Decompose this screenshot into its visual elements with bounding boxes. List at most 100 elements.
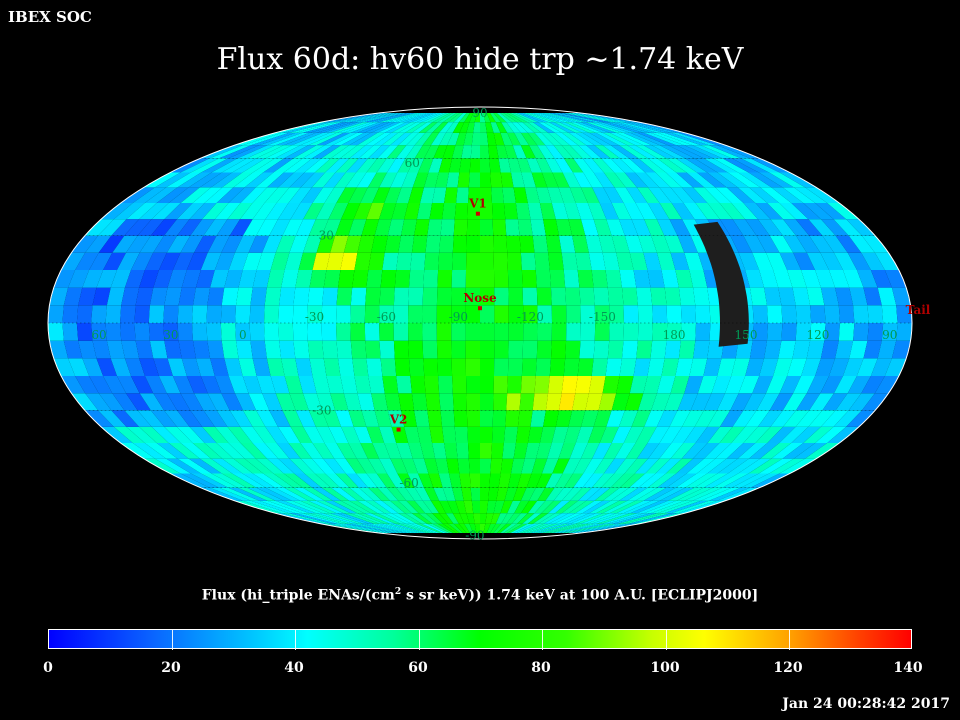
flux-pixel (372, 187, 391, 203)
flux-pixel (563, 426, 581, 443)
flux-pixel (513, 113, 539, 123)
flux-pixel (374, 523, 417, 533)
flux-pixel (365, 340, 381, 359)
flux-pixel (517, 122, 535, 133)
flux-pixel (124, 270, 145, 288)
flux-pixel (575, 203, 594, 220)
flux-pixel (214, 252, 235, 270)
flux-pixel (177, 323, 193, 341)
flux-pixel (614, 172, 637, 188)
flux-pixel (221, 235, 243, 253)
flux-pixel (602, 252, 620, 270)
flux-pixel (568, 219, 586, 236)
flux-pixel (264, 287, 282, 306)
flux-pixel (178, 287, 196, 306)
flux-pixel (315, 203, 337, 220)
flux-pixel (166, 172, 202, 188)
longitude-label: 180 (663, 328, 686, 342)
flux-pixel (153, 358, 173, 376)
flux-pixel (323, 358, 341, 376)
flux-pixel (543, 513, 569, 524)
flux-pixel (601, 122, 645, 133)
flux-pixel (617, 513, 665, 524)
flux-pixel (582, 473, 604, 488)
flux-pixel (748, 458, 783, 474)
flux-pixel (446, 172, 460, 188)
flux-pixel (459, 513, 470, 524)
flux-pixel (275, 500, 316, 514)
flux-pixel (259, 500, 303, 514)
flux-pixel (390, 132, 412, 146)
flux-pixel (779, 252, 802, 270)
flux-pixel (618, 145, 648, 159)
flux-pixel (795, 410, 823, 427)
flux-pixel (405, 487, 423, 501)
flux-pixel (216, 410, 241, 427)
flux-pixel (507, 270, 523, 288)
flux-pixel (289, 393, 309, 411)
flux-pixel (120, 323, 136, 341)
flux-pixel (599, 426, 619, 443)
flux-pixel (565, 287, 581, 306)
colorbar-tick (295, 630, 296, 650)
flux-pixel (166, 235, 191, 253)
flux-pixel (178, 340, 196, 359)
flux-pixel (522, 122, 542, 133)
flux-pixel (163, 305, 179, 323)
flux-pixel (486, 500, 497, 514)
flux-pixel (822, 393, 848, 411)
flux-pixel (111, 219, 140, 236)
flux-pixel (390, 113, 427, 123)
flux-pixel (188, 172, 222, 188)
flux-pixel (180, 443, 211, 459)
flux-pixel-layer (48, 113, 912, 533)
colorbar-label: 60 (408, 660, 428, 676)
flux-pixel (350, 287, 367, 306)
flux-pixel (348, 219, 367, 236)
flux-pixel (153, 235, 177, 253)
flux-pixel (503, 426, 518, 443)
flux-pixel (382, 132, 405, 146)
flux-pixel (745, 270, 765, 288)
flux-pixel (808, 410, 836, 427)
flux-pixel (773, 358, 793, 376)
flux-pixel (510, 113, 533, 123)
flux-pixel (181, 358, 201, 376)
flux-pixel (400, 113, 433, 123)
flux-pixel (537, 305, 552, 323)
flux-pixel (163, 410, 190, 427)
flux-pixel (436, 305, 452, 323)
flux-pixel (63, 287, 83, 306)
flux-pixel (228, 487, 268, 501)
flux-pixel (366, 426, 385, 443)
flux-pixel (336, 340, 353, 359)
flux-pixel (708, 487, 751, 501)
flux-pixel (833, 410, 862, 427)
flux-pixel (523, 113, 554, 123)
flux-pixel (638, 393, 657, 411)
flux-pixel (391, 513, 417, 524)
flux-pixel (779, 203, 809, 220)
flux-pixel (847, 376, 871, 394)
flux-pixel (438, 252, 453, 270)
flux-pixel (429, 203, 445, 220)
flux-pixel (368, 376, 385, 394)
flux-pixel (548, 122, 576, 133)
flux-pixel (521, 500, 538, 514)
flux-pixel (264, 443, 290, 459)
flux-pixel (312, 252, 331, 270)
flux-pixel (244, 458, 274, 474)
flux-pixel (117, 376, 140, 394)
flux-pixel (565, 340, 581, 359)
flux-pixel (211, 172, 243, 188)
flux-pixel (267, 132, 310, 146)
flux-pixel (594, 305, 610, 323)
flux-pixel (373, 500, 398, 514)
flux-pixel (275, 145, 309, 159)
flux-pixel (847, 252, 871, 270)
flux-pixel (349, 132, 378, 146)
flux-pixel (266, 358, 285, 376)
flux-pixel (98, 410, 127, 427)
flux-pixel (207, 235, 230, 253)
